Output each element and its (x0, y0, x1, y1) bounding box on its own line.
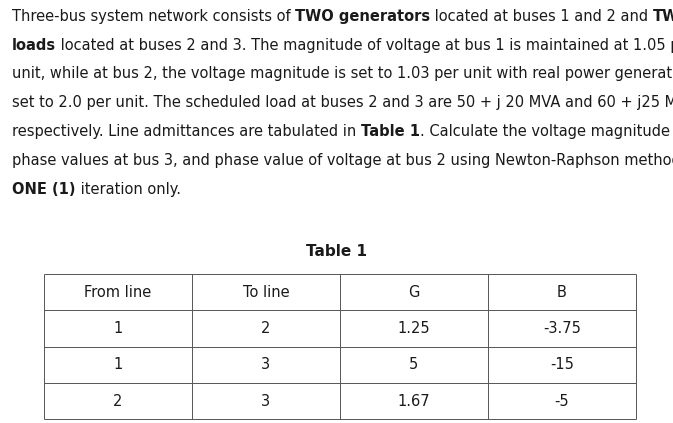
Text: 1: 1 (113, 321, 122, 336)
Text: . Calculate the voltage magnitude and: . Calculate the voltage magnitude and (420, 124, 673, 140)
Text: -15: -15 (550, 357, 574, 372)
Text: Table 1: Table 1 (306, 244, 367, 259)
Text: -3.75: -3.75 (543, 321, 581, 336)
Text: To line: To line (242, 285, 289, 300)
Text: located at buses 1 and 2 and: located at buses 1 and 2 and (431, 8, 653, 24)
Text: iteration only.: iteration only. (75, 182, 180, 197)
Text: 3: 3 (261, 357, 271, 372)
Text: 1.25: 1.25 (398, 321, 430, 336)
Text: TWO generators: TWO generators (295, 8, 431, 24)
Text: -5: -5 (555, 394, 569, 409)
Text: located at buses 2 and 3. The magnitude of voltage at bus 1 is maintained at 1.0: located at buses 2 and 3. The magnitude … (57, 38, 673, 52)
Text: 2: 2 (113, 394, 122, 409)
Text: B: B (557, 285, 567, 300)
Text: 5: 5 (409, 357, 419, 372)
Text: 1: 1 (113, 357, 122, 372)
Text: TWO: TWO (653, 8, 673, 24)
Text: phase values at bus 3, and phase value of voltage at bus 2 using Newton-Raphson : phase values at bus 3, and phase value o… (12, 154, 673, 168)
Text: unit, while at bus 2, the voltage magnitude is set to 1.03 per unit with real po: unit, while at bus 2, the voltage magnit… (12, 66, 673, 82)
Text: respectively. Line admittances are tabulated in: respectively. Line admittances are tabul… (12, 124, 361, 140)
Text: 1.67: 1.67 (398, 394, 430, 409)
Text: Table 1: Table 1 (361, 124, 420, 140)
Text: From line: From line (84, 285, 151, 300)
Text: ONE (1): ONE (1) (12, 182, 75, 197)
Text: 3: 3 (261, 394, 271, 409)
Text: 2: 2 (261, 321, 271, 336)
Text: G: G (409, 285, 419, 300)
Text: set to 2.0 per unit. The scheduled load at buses 2 and 3 are 50 + j 20 MVA and 6: set to 2.0 per unit. The scheduled load … (12, 96, 673, 110)
Text: loads: loads (12, 38, 57, 52)
Text: Three-bus system network consists of: Three-bus system network consists of (12, 8, 295, 24)
